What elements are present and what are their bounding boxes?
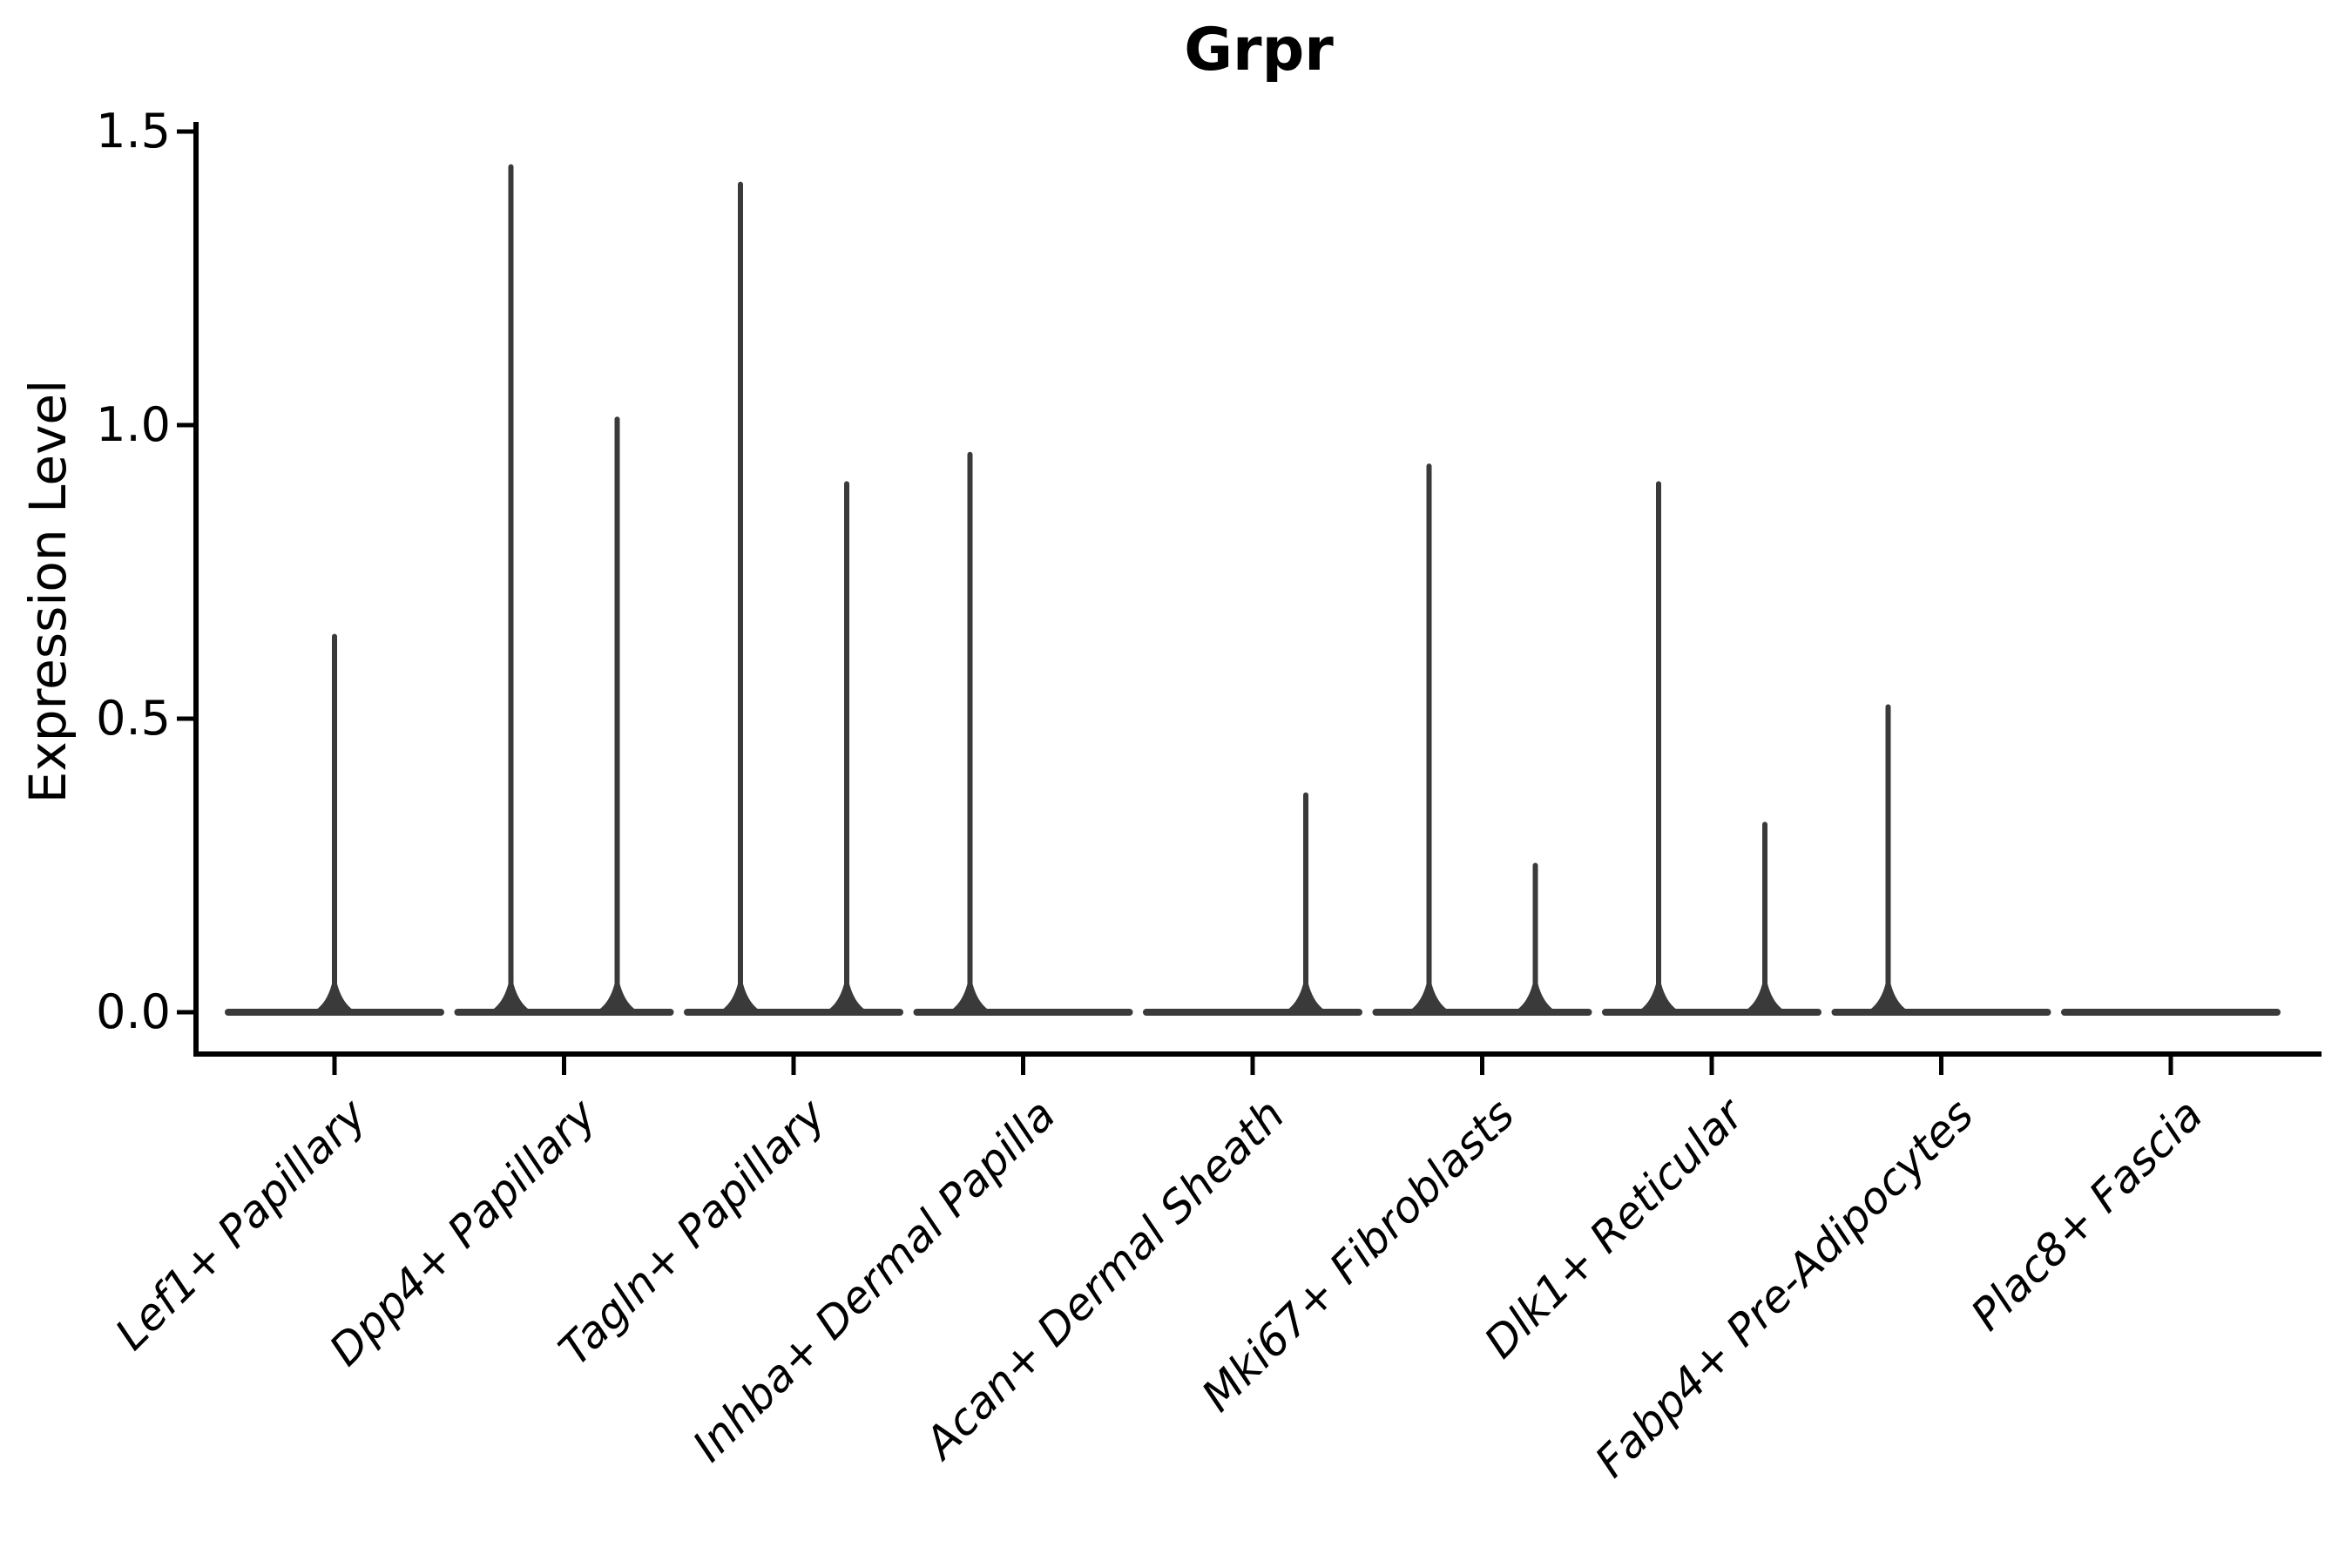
y-axis-label: Expression Level xyxy=(18,379,78,804)
y-tick-label: 0.0 xyxy=(96,984,171,1039)
chart-title: Grpr xyxy=(1184,16,1334,84)
y-tick-label: 0.5 xyxy=(96,691,171,746)
y-tick-label: 1.5 xyxy=(96,104,171,159)
y-tick-label: 1.0 xyxy=(96,397,171,452)
